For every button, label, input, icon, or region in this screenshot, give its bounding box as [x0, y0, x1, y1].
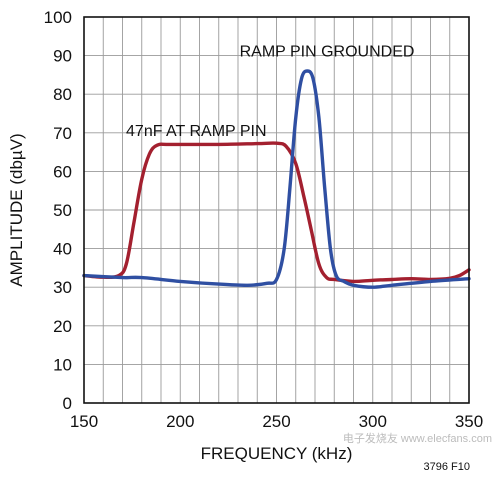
y-tick-label: 60: [53, 162, 72, 181]
x-tick-label: 350: [455, 412, 483, 431]
x-tick-label: 150: [70, 412, 98, 431]
x-tick-label: 250: [262, 412, 290, 431]
series-line-0: [82, 141, 471, 284]
y-tick-label: 20: [53, 317, 72, 336]
x-axis-title: FREQUENCY (kHz): [201, 444, 353, 463]
y-tick-label: 10: [53, 355, 72, 374]
y-tick-label: 40: [53, 240, 72, 259]
tick-labels: 150 200 250 300 350 0 10 20 30 40 50 60 70 80 90 100: [44, 8, 484, 431]
y-tick-label: 70: [53, 124, 72, 143]
y-tick-label: 0: [63, 394, 72, 413]
watermark-text: 电子发烧友 www.elecfans.com: [343, 431, 492, 445]
plot-frame: [83, 16, 470, 404]
series-lines: [82, 69, 471, 289]
annotation-ramp-pin-grounded: RAMP PIN GROUNDED: [240, 44, 415, 61]
y-tick-label: 100: [44, 8, 72, 27]
y-tick-label: 80: [53, 85, 72, 104]
figure-code: 3796 F10: [424, 461, 470, 473]
x-tick-label: 300: [359, 412, 387, 431]
grid-lines: [83, 16, 470, 404]
annotation-47nf-at-ramp-pin: 47nF AT RAMP PIN: [126, 123, 267, 140]
y-tick-label: 90: [53, 47, 72, 66]
series-line-1: [82, 69, 471, 289]
x-tick-label: 200: [166, 412, 194, 431]
y-axis-title: AMPLITUDE (dbµV): [7, 133, 26, 286]
y-tick-label: 30: [53, 278, 72, 297]
y-tick-label: 50: [53, 201, 72, 220]
